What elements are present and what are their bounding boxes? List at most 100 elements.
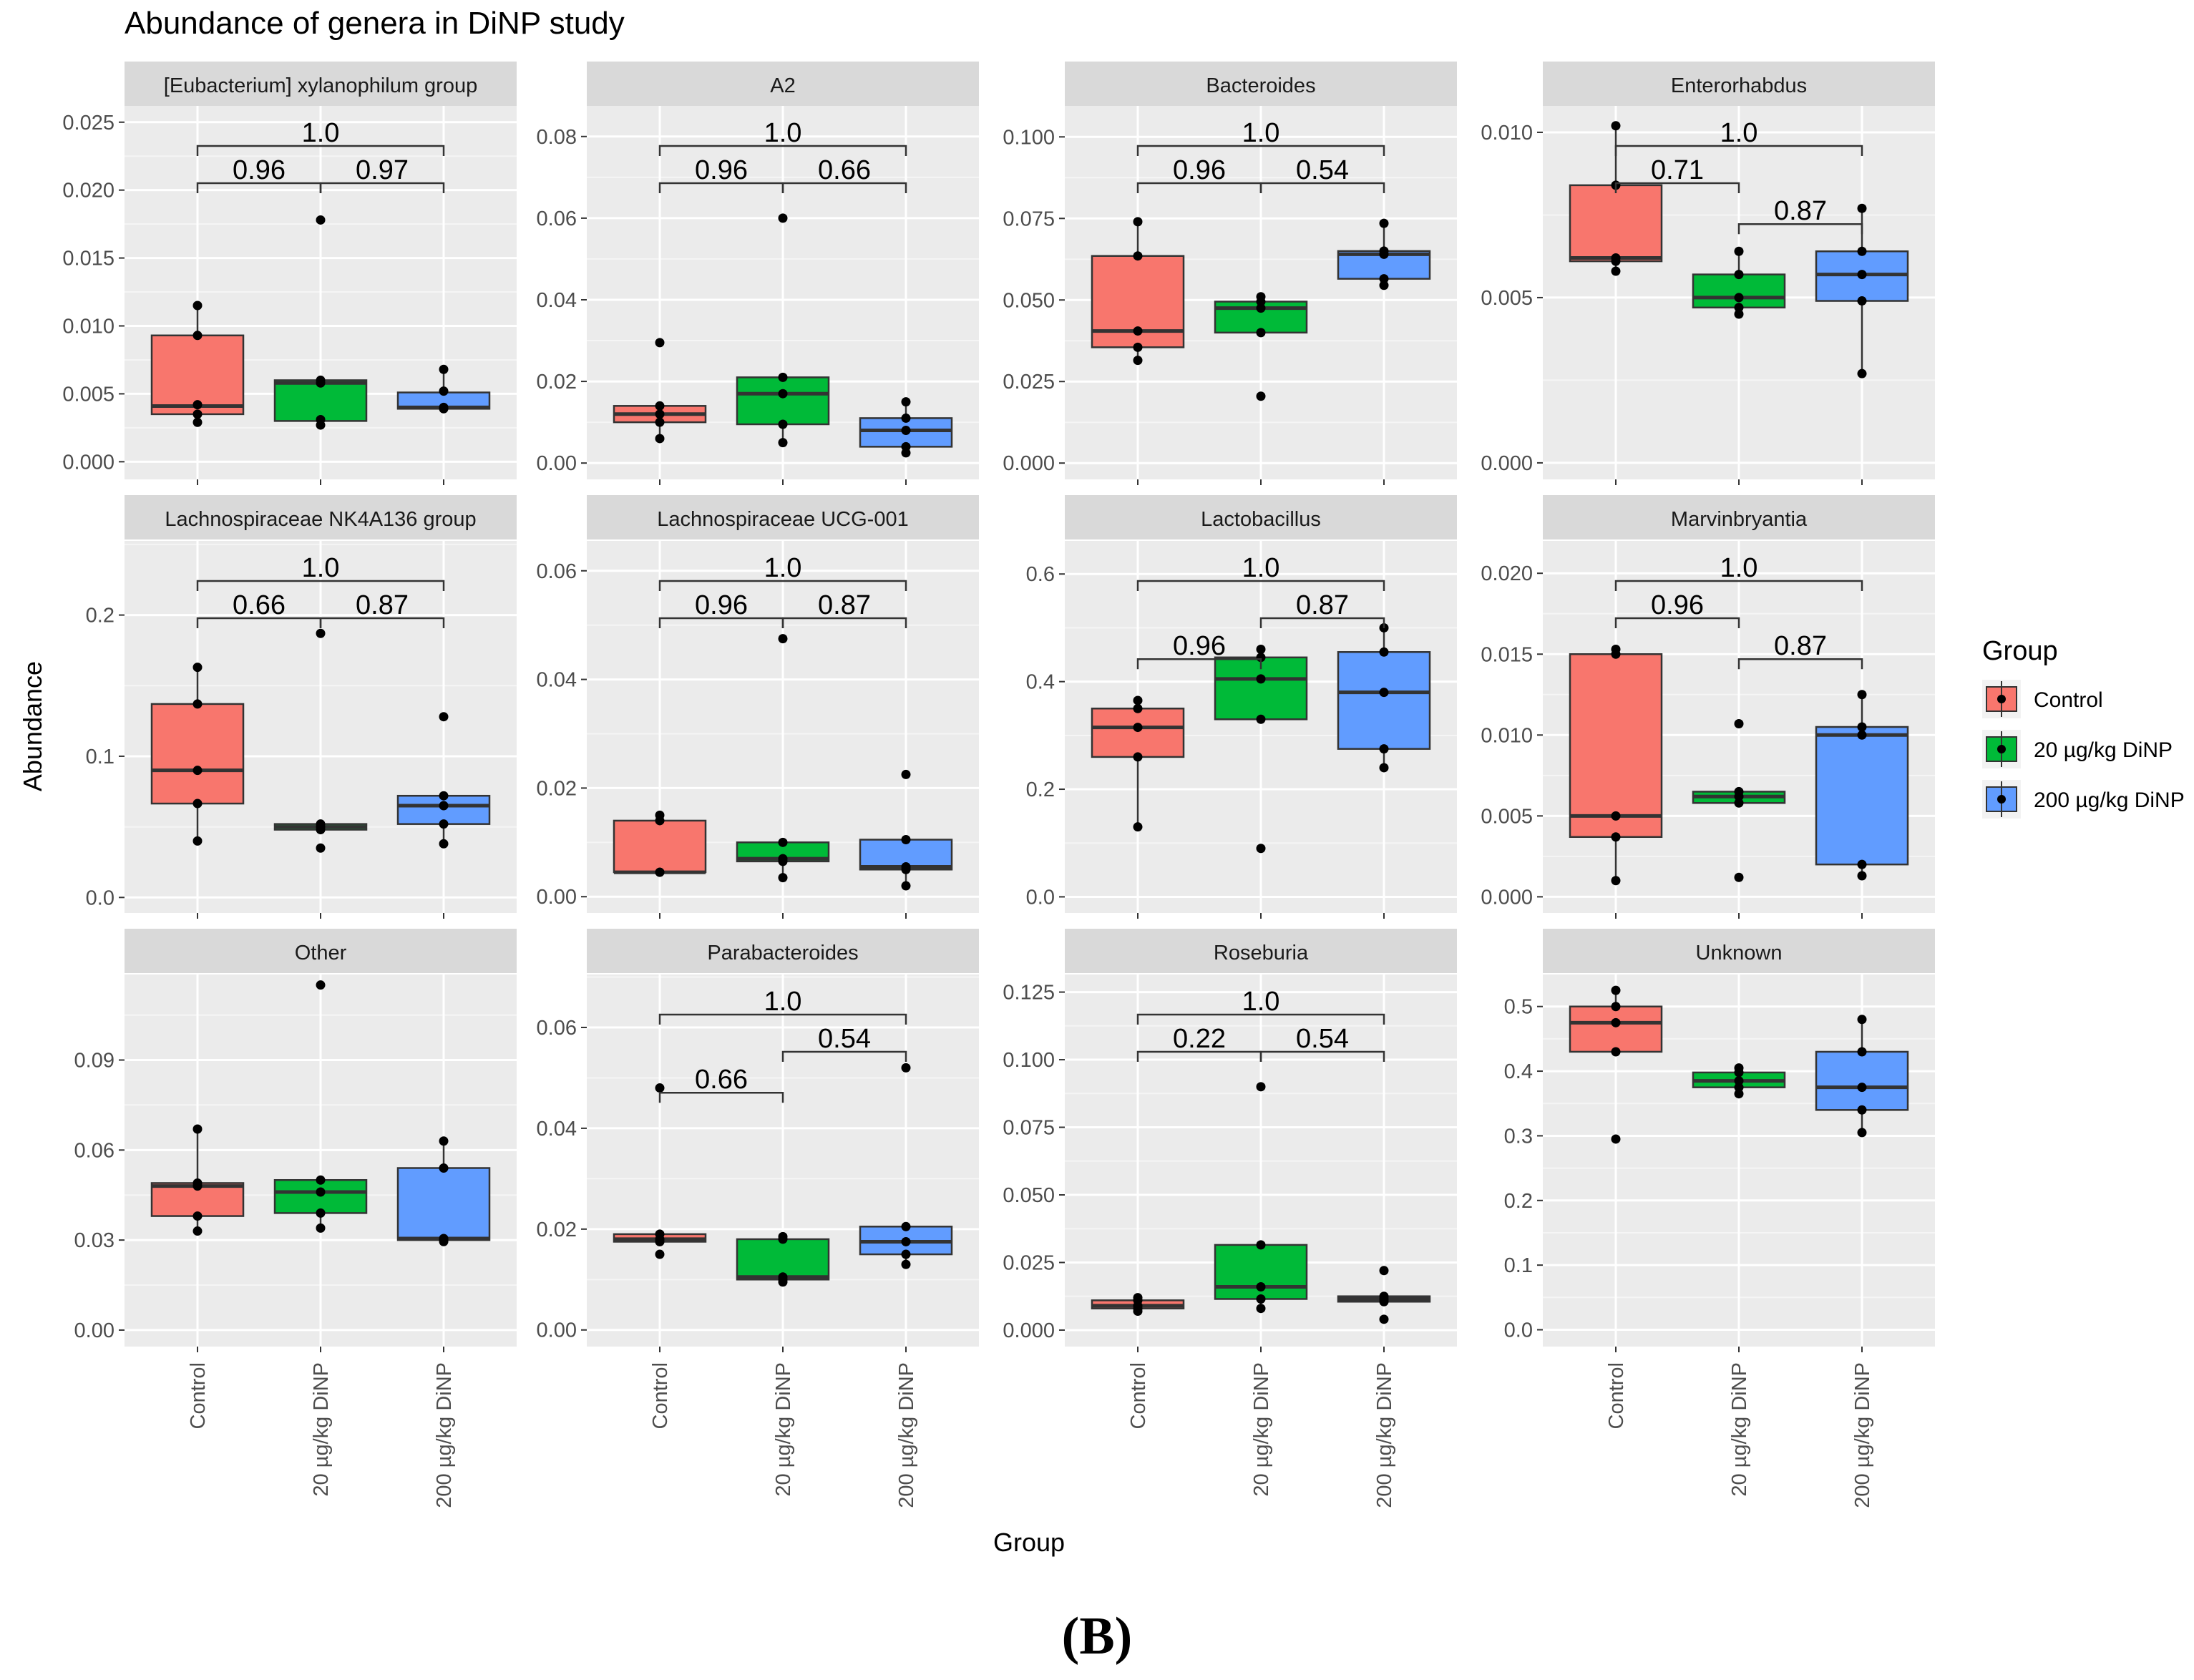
data-point: [192, 1124, 203, 1134]
y-tick-label: 0.6: [1026, 563, 1055, 586]
data-point: [1734, 293, 1744, 303]
data-point: [439, 839, 449, 849]
data-point: [1734, 718, 1744, 728]
data-point: [1256, 844, 1266, 854]
box-1: [613, 819, 707, 874]
y-tick-label: 0.125: [1003, 982, 1055, 1005]
p-value-label: 1.0: [302, 553, 340, 583]
facet-strip: [1065, 495, 1457, 539]
data-point: [1857, 859, 1867, 869]
data-point: [901, 881, 911, 891]
data-point: [316, 1208, 326, 1218]
comparison-bracket: 1.0: [196, 118, 445, 156]
box-3: [1815, 726, 1909, 866]
p-value-label: 1.0: [764, 987, 802, 1017]
data-point: [1256, 674, 1266, 684]
legend-label: Control: [2034, 688, 2103, 712]
bracket-line: [658, 1013, 907, 1025]
data-point: [778, 419, 788, 429]
comparison-bracket: 1.0: [658, 987, 907, 1025]
data-point: [439, 1136, 449, 1146]
y-tick-label: 0.025: [1003, 371, 1055, 394]
y-tick-label: 0.1: [86, 746, 114, 768]
p-value-label: 1.0: [764, 118, 802, 148]
comparison-bracket: 1.0: [658, 553, 907, 591]
data-point: [1256, 1240, 1266, 1250]
bracket-line: [1614, 580, 1863, 591]
y-tick-label: 0.00: [537, 1319, 577, 1342]
bracket-line: [1737, 658, 1863, 670]
bracket-line: [781, 182, 907, 193]
facet-title: Lactobacillus: [1201, 508, 1321, 531]
data-point: [439, 791, 449, 801]
data-point: [1734, 786, 1744, 796]
y-tick-label: 0.08: [537, 126, 577, 149]
data-point: [439, 364, 449, 374]
data-point: [1133, 822, 1143, 832]
data-point: [1857, 690, 1867, 700]
y-tick-label: 0.025: [1003, 1251, 1055, 1274]
data-point: [316, 819, 326, 829]
facet-strip: [587, 495, 979, 539]
p-value-label: 0.54: [1296, 155, 1349, 185]
x-tick-label: 200 µg/kg DiNP: [895, 1362, 918, 1508]
y-tick-label: 0.015: [1481, 643, 1533, 666]
data-point: [1857, 270, 1867, 280]
y-tick-label: 0.100: [1003, 126, 1055, 149]
y-tick-label: 0.1: [1504, 1254, 1533, 1277]
data-point: [192, 1211, 203, 1221]
box-2: [736, 376, 830, 426]
data-point: [1734, 1089, 1744, 1099]
data-point: [1256, 1304, 1266, 1314]
data-point: [655, 401, 665, 411]
data-point: [901, 413, 911, 423]
box-2: [273, 1179, 368, 1214]
data-point: [655, 417, 665, 427]
bracket-line: [1136, 1013, 1385, 1025]
data-point: [1133, 217, 1143, 227]
data-point: [1379, 744, 1389, 754]
p-value-label: 0.71: [1651, 155, 1704, 185]
data-point: [1857, 1015, 1867, 1025]
data-point: [778, 837, 788, 847]
data-point: [1734, 872, 1744, 882]
data-point: [901, 1063, 911, 1073]
comparison-bracket: 0.97: [319, 155, 445, 193]
y-tick-label: 0.2: [1026, 778, 1055, 801]
facet-title: [Eubacterium] xylanophilum group: [164, 74, 477, 97]
comparison-bracket: 1.0: [1136, 118, 1385, 156]
legend-key-point: [1997, 795, 2006, 804]
data-point: [1857, 871, 1867, 881]
legend-key-point: [1997, 745, 2006, 753]
bracket-line: [658, 145, 907, 156]
p-value-label: 0.87: [1296, 590, 1349, 620]
data-point: [655, 434, 665, 444]
x-tick-label: 200 µg/kg DiNP: [1373, 1362, 1396, 1508]
data-point: [778, 1272, 788, 1282]
box-3: [1815, 1050, 1909, 1111]
bracket-line: [1614, 145, 1863, 156]
x-tick-label: 20 µg/kg DiNP: [1728, 1362, 1751, 1497]
p-value-label: 0.96: [233, 155, 286, 185]
data-point: [439, 1234, 449, 1244]
p-value-label: 0.22: [1173, 1024, 1226, 1054]
data-point: [1734, 270, 1744, 280]
data-point: [1857, 1047, 1867, 1057]
facet-strip: [1543, 929, 1935, 973]
x-tick-label: Control: [649, 1362, 672, 1430]
data-point: [1857, 1128, 1867, 1138]
y-tick-label: 0.04: [537, 1118, 577, 1141]
data-point: [1379, 1291, 1389, 1301]
y-tick-label: 0.02: [537, 1219, 577, 1241]
data-point: [192, 1178, 203, 1188]
data-point: [439, 1163, 449, 1173]
data-point: [1379, 1266, 1389, 1276]
data-point: [901, 1249, 911, 1259]
data-point: [1611, 1047, 1621, 1057]
facet-4: Enterorhabdus 0.000 0.005 0.010 1.0 0.71 0.87: [1481, 62, 1935, 485]
data-point: [1379, 688, 1389, 698]
data-point: [439, 402, 449, 412]
y-tick-label: 0.020: [1481, 562, 1533, 585]
bracket-line: [1259, 617, 1385, 628]
y-tick-label: 0.100: [1003, 1049, 1055, 1072]
